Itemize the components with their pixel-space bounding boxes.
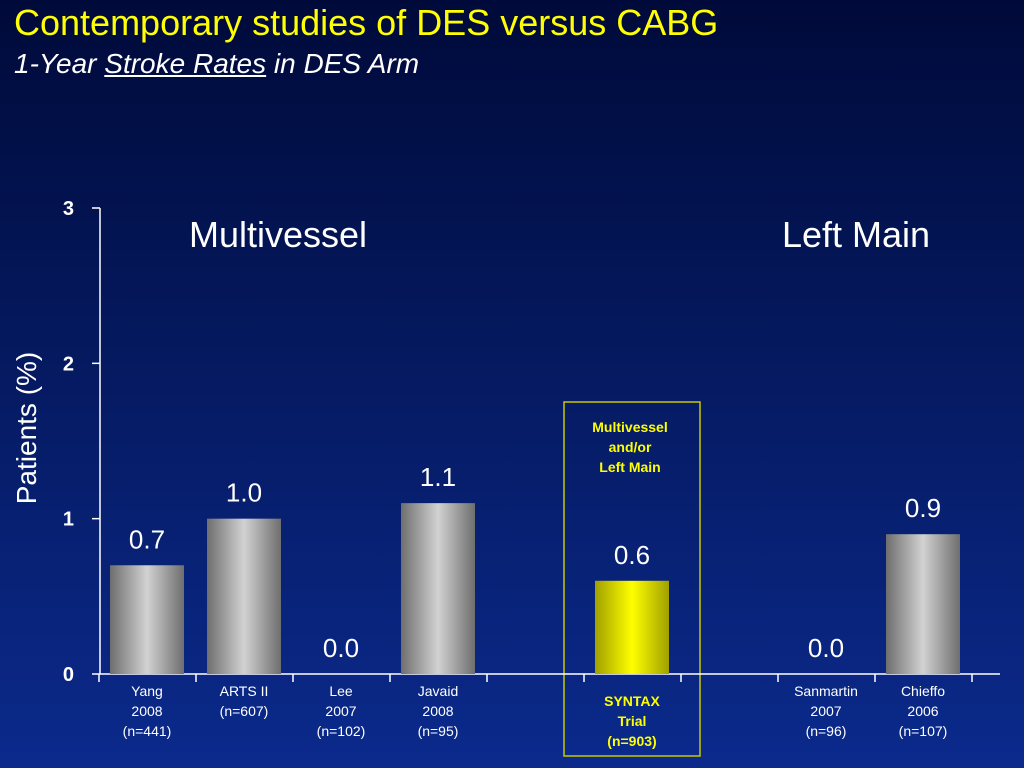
category-label: Trial: [618, 713, 647, 729]
category-label: (n=903): [607, 733, 656, 749]
bar: [207, 518, 281, 674]
category-label: (n=441): [123, 723, 172, 739]
category-label: Javaid: [418, 683, 458, 699]
subtitle-suffix: in DES Arm: [266, 48, 420, 79]
data-label: 0.0: [323, 633, 359, 663]
bar: [401, 503, 475, 674]
bar: [595, 580, 669, 674]
data-label: 0.7: [129, 524, 165, 554]
data-label: 1.1: [420, 462, 456, 492]
bar: [886, 534, 960, 674]
category-label: 2007: [325, 703, 356, 719]
highlight-box: [563, 401, 701, 757]
y-tick-label: 3: [63, 198, 74, 220]
y-tick-label: 2: [63, 353, 74, 375]
slide-title: Contemporary studies of DES versus CABG: [14, 2, 719, 43]
subtitle-prefix: 1-Year: [14, 48, 105, 79]
y-tick-label: 0: [63, 664, 74, 686]
category-label: Sanmartin: [794, 683, 858, 699]
category-label: 2006: [907, 703, 938, 719]
category-label: Lee: [329, 683, 353, 699]
category-label: 2007: [810, 703, 841, 719]
data-label: 0.0: [808, 633, 844, 663]
data-label: 0.6: [614, 540, 650, 570]
data-label: 0.9: [905, 493, 941, 523]
highlight-box-label: Left Main: [599, 459, 660, 475]
category-label: 2008: [131, 703, 162, 719]
category-label: (n=102): [317, 723, 366, 739]
category-label: Chieffo: [901, 683, 945, 699]
group-label-multivessel: Multivessel: [189, 214, 367, 255]
data-label: 1.0: [226, 478, 262, 508]
category-label: Yang: [131, 683, 163, 699]
group-label-left-main: Left Main: [782, 214, 930, 255]
category-label: (n=607): [220, 703, 269, 719]
category-label: (n=95): [418, 723, 459, 739]
slide-subtitle: 1-Year Stroke Rates in DES Arm: [14, 48, 419, 80]
bar: [110, 565, 184, 674]
y-tick-label: 1: [63, 509, 74, 531]
category-label: (n=96): [806, 723, 847, 739]
highlight-box-label: Multivessel: [592, 419, 667, 435]
category-label: SYNTAX: [604, 693, 660, 709]
category-label: (n=107): [899, 723, 948, 739]
category-label: 2008: [422, 703, 453, 719]
category-label: ARTS II: [220, 683, 269, 699]
highlight-box-label: and/or: [609, 439, 652, 455]
subtitle-underlined: Stroke Rates: [104, 48, 267, 79]
y-axis-label: Patients (%): [11, 352, 42, 505]
